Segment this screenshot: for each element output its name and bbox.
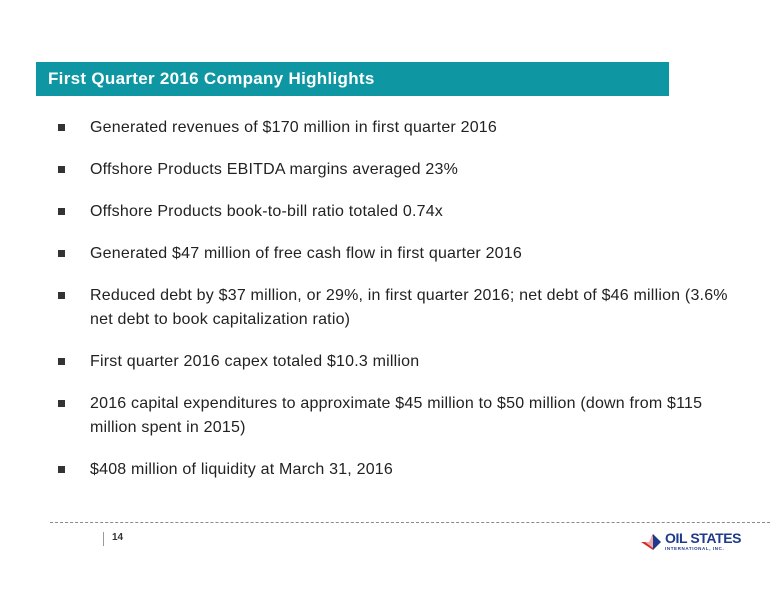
title-bar: First Quarter 2016 Company Highlights [36, 62, 669, 96]
list-item: Offshore Products book-to-bill ratio tot… [58, 200, 738, 224]
square-bullet-icon [58, 358, 65, 365]
bullet-text: First quarter 2016 capex totaled $10.3 m… [90, 353, 420, 370]
footer-divider [50, 522, 770, 523]
square-bullet-icon [58, 124, 65, 131]
square-bullet-icon [58, 292, 65, 299]
bullet-text: Generated $47 million of free cash flow … [90, 245, 522, 262]
square-bullet-icon [58, 466, 65, 473]
list-item: $408 million of liquidity at March 31, 2… [58, 458, 738, 482]
bullet-text: 2016 capital expenditures to approximate… [90, 395, 703, 436]
oil-states-logo-icon [641, 534, 661, 550]
square-bullet-icon [58, 400, 65, 407]
list-item: Offshore Products EBITDA margins average… [58, 158, 738, 182]
logo-subtitle: INTERNATIONAL, INC. [665, 546, 725, 551]
list-item: Reduced debt by $37 million, or 29%, in … [58, 284, 738, 332]
bullet-text: $408 million of liquidity at March 31, 2… [90, 461, 393, 478]
square-bullet-icon [58, 250, 65, 257]
company-logo: OIL STATES INTERNATIONAL, INC. [639, 530, 742, 556]
list-item: Generated $47 million of free cash flow … [58, 242, 738, 266]
bullet-text: Offshore Products EBITDA margins average… [90, 161, 458, 178]
list-item: First quarter 2016 capex totaled $10.3 m… [58, 350, 738, 374]
page-number-separator [103, 532, 104, 546]
slide-title: First Quarter 2016 Company Highlights [48, 69, 375, 88]
logo-name: OIL STATES [665, 530, 742, 546]
square-bullet-icon [58, 208, 65, 215]
square-bullet-icon [58, 166, 65, 173]
highlights-list: Generated revenues of $170 million in fi… [58, 116, 738, 500]
page-number: 14 [112, 532, 124, 543]
bullet-text: Generated revenues of $170 million in fi… [90, 119, 497, 136]
bullet-text: Offshore Products book-to-bill ratio tot… [90, 203, 443, 220]
list-item: Generated revenues of $170 million in fi… [58, 116, 738, 140]
list-item: 2016 capital expenditures to approximate… [58, 392, 738, 440]
bullet-text: Reduced debt by $37 million, or 29%, in … [90, 287, 728, 328]
